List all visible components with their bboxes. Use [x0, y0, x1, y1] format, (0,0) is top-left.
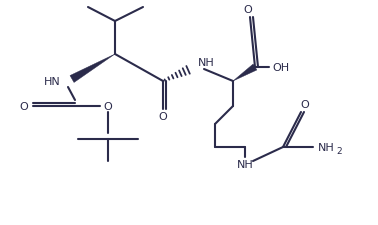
- Text: NH: NH: [318, 142, 335, 152]
- Text: NH: NH: [237, 159, 253, 169]
- Text: O: O: [104, 101, 112, 112]
- Polygon shape: [70, 55, 115, 83]
- Text: NH: NH: [198, 58, 214, 68]
- Text: OH: OH: [273, 63, 290, 73]
- Text: HN: HN: [43, 77, 60, 87]
- Text: O: O: [301, 99, 309, 110]
- Polygon shape: [233, 65, 257, 82]
- Text: O: O: [244, 5, 253, 15]
- Text: O: O: [159, 112, 167, 122]
- Text: O: O: [20, 101, 28, 112]
- Text: 2: 2: [336, 147, 342, 156]
